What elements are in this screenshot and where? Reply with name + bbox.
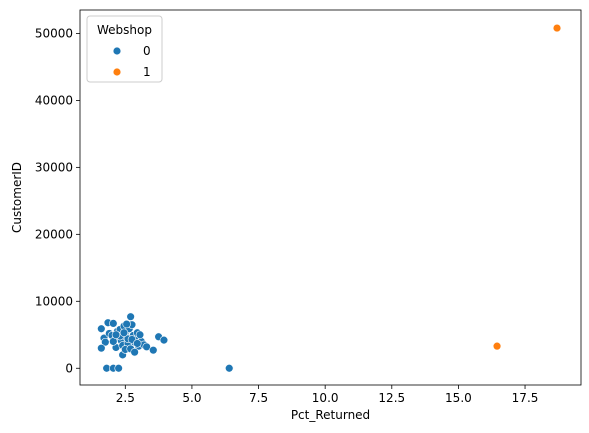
data-point-webshop-0 (109, 319, 117, 327)
data-point-webshop-0 (97, 344, 105, 352)
legend-marker-1 (113, 68, 121, 76)
data-point-webshop-0 (115, 364, 123, 372)
data-point-webshop-0 (112, 331, 120, 339)
legend-label-1: 1 (143, 65, 151, 79)
x-tick-label: 15.0 (445, 391, 472, 405)
x-axis-label: Pct_Returned (291, 408, 370, 422)
x-axis: 2.5 5.0 7.5 10.0 12.5 15.0 17.5 (116, 385, 539, 405)
data-point-webshop-0 (133, 340, 141, 348)
y-tick-label: 30000 (35, 161, 73, 175)
data-point-webshop-1 (493, 342, 501, 350)
x-tick-label: 17.5 (512, 391, 539, 405)
points-layer (97, 24, 560, 372)
data-point-webshop-1 (553, 24, 561, 32)
data-point-webshop-0 (97, 325, 105, 333)
data-point-webshop-0 (225, 364, 233, 372)
y-axis: 0 10000 20000 30000 40000 50000 (35, 27, 80, 376)
x-tick-label: 12.5 (378, 391, 405, 405)
data-point-webshop-0 (131, 348, 139, 356)
x-tick-label: 7.5 (249, 391, 268, 405)
y-axis-label: CustomerID (10, 162, 24, 233)
y-tick-label: 10000 (35, 295, 73, 309)
legend-label-0: 0 (143, 44, 151, 58)
y-tick-label: 20000 (35, 228, 73, 242)
data-point-webshop-0 (127, 313, 135, 321)
y-tick-label: 0 (65, 362, 73, 376)
x-tick-label: 10.0 (312, 391, 339, 405)
x-tick-label: 5.0 (182, 391, 201, 405)
data-point-webshop-0 (120, 329, 128, 337)
data-point-webshop-0 (123, 320, 131, 328)
legend: Webshop 0 1 (87, 16, 162, 82)
data-point-webshop-0 (149, 346, 157, 354)
legend-marker-0 (113, 47, 121, 55)
y-tick-label: 40000 (35, 94, 73, 108)
legend-title: Webshop (97, 23, 152, 37)
x-tick-label: 2.5 (116, 391, 135, 405)
data-point-webshop-0 (160, 336, 168, 344)
data-point-webshop-0 (136, 331, 144, 339)
y-tick-label: 50000 (35, 27, 73, 41)
